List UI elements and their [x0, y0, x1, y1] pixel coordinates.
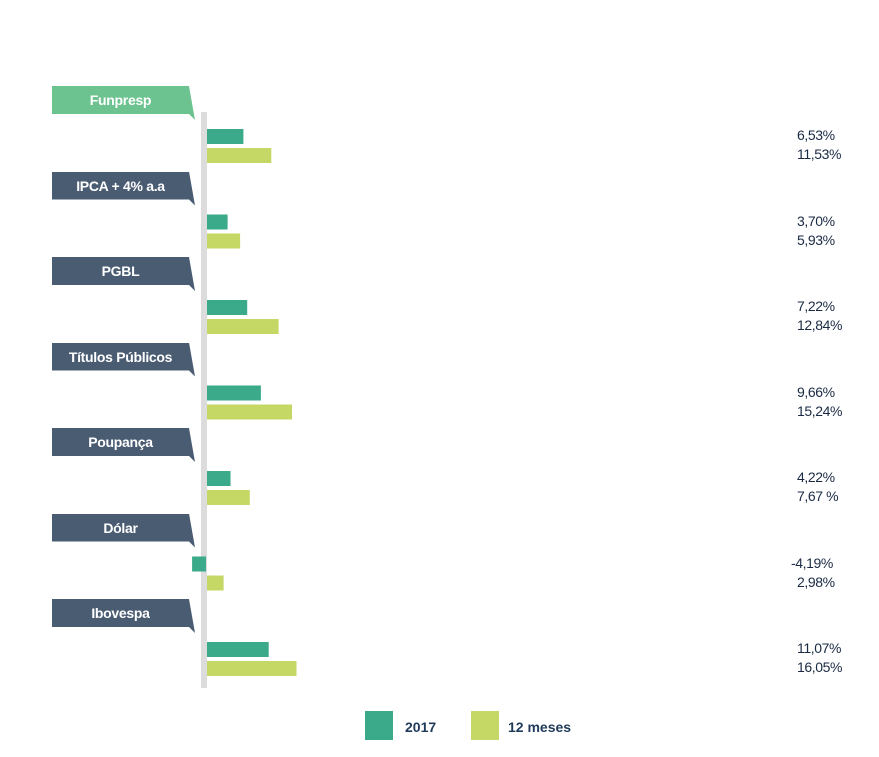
data-label: 4,22%: [797, 469, 835, 485]
category-label-tab: [189, 428, 195, 462]
legend-swatch-series-2: [471, 711, 499, 740]
bar-series-2: [207, 319, 279, 334]
category-label-tab: [189, 171, 195, 206]
data-label: 2,98%: [797, 573, 835, 590]
category-label: Dólar: [52, 513, 189, 542]
legend-swatch-series-1: [365, 711, 393, 740]
data-label: 12,84%: [797, 317, 843, 333]
legend-label-series-1: 2017: [405, 719, 437, 735]
data-label: -4,19%: [791, 554, 833, 571]
data-label: 7,22%: [797, 298, 835, 314]
bar-series-1: [207, 471, 231, 486]
category-label: IPCA + 4% a.a: [52, 171, 189, 200]
category-label-tab: [189, 86, 195, 120]
bar-series-1: [207, 214, 228, 230]
category-label-tab: [189, 257, 195, 291]
data-label: 6,53%: [797, 127, 835, 143]
bar-series-2: [207, 575, 224, 591]
category-label: Poupança: [52, 428, 189, 456]
bar-series-2: [207, 148, 272, 163]
category-label-tab: [189, 599, 195, 633]
category-label: Funpresp: [52, 86, 189, 114]
category-label-tab: [189, 342, 195, 377]
legend-label-series-2: 12 meses: [508, 719, 572, 735]
data-label: 16,05%: [797, 659, 843, 675]
category-label: Ibovespa: [52, 599, 189, 627]
data-label: 11,07%: [797, 640, 842, 656]
data-label: 7,67 %: [797, 488, 839, 504]
data-label: 5,93%: [797, 231, 835, 248]
data-label: 9,66%: [797, 383, 835, 400]
bar-series-1: [207, 129, 244, 144]
category-label: PGBL: [52, 257, 189, 285]
data-label: 11,53%: [797, 146, 842, 162]
bar-series-1: [192, 556, 206, 572]
bar-series-2: [207, 490, 250, 505]
bar-series-1: [207, 642, 269, 657]
bar-series-1: [207, 300, 248, 315]
category-label-tab: [189, 513, 195, 548]
bar-series-2: [207, 661, 297, 676]
bar-series-2: [207, 233, 241, 249]
value-axis: [201, 112, 207, 688]
bar-series-1: [207, 385, 261, 401]
category-label: Títulos Públicos: [52, 342, 189, 371]
data-label: 3,70%: [797, 212, 835, 229]
data-label: 15,24%: [797, 402, 843, 419]
bar-series-2: [207, 404, 292, 420]
